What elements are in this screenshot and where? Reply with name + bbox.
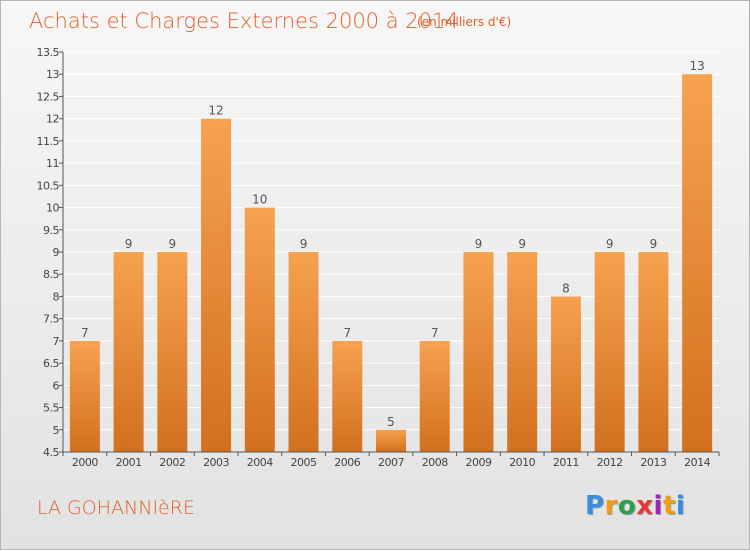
x-tick-label: 2008 — [422, 456, 448, 469]
proxiti-logo[interactable]: Proxiti — [585, 491, 685, 521]
bar — [507, 252, 538, 452]
x-tick-label: 2005 — [291, 456, 317, 469]
data-label: 9 — [606, 237, 614, 251]
bar — [682, 74, 713, 452]
y-tick-label: 7.5 — [43, 313, 59, 326]
data-label: 13 — [689, 59, 704, 73]
data-label: 12 — [208, 104, 223, 118]
x-tick-label: 2003 — [203, 456, 229, 469]
y-tick-label: 6.5 — [43, 357, 59, 370]
data-label: 9 — [300, 237, 308, 251]
x-tick-label: 2012 — [597, 456, 623, 469]
y-tick-label: 9 — [53, 246, 60, 259]
y-tick-label: 12 — [46, 113, 59, 126]
y-tick-label: 10.5 — [37, 179, 60, 192]
bar — [463, 252, 494, 452]
logo-letter: P — [585, 491, 605, 521]
x-tick-label: 2001 — [116, 456, 142, 469]
y-tick-label: 10 — [46, 202, 59, 215]
bar — [157, 252, 188, 452]
bar — [69, 340, 100, 452]
bar — [288, 252, 319, 452]
y-tick-label: 11 — [46, 157, 59, 170]
bar — [332, 340, 363, 452]
data-label: 7 — [431, 326, 439, 340]
x-tick-label: 2010 — [509, 456, 535, 469]
bar — [594, 252, 625, 452]
y-tick-label: 5 — [53, 424, 60, 437]
y-tick-label: 7 — [53, 335, 60, 348]
bar — [201, 118, 232, 453]
data-label: 10 — [252, 193, 267, 207]
y-tick-label: 11.5 — [37, 135, 60, 148]
bar — [550, 296, 581, 452]
x-tick-label: 2000 — [72, 456, 98, 469]
data-label: 9 — [169, 237, 177, 251]
y-tick-label: 9.5 — [43, 224, 59, 237]
data-label: 7 — [343, 326, 351, 340]
bar — [376, 429, 406, 452]
logo-letter: o — [617, 491, 637, 521]
data-label: 8 — [562, 281, 570, 295]
data-label: 9 — [475, 237, 483, 251]
logo-letter: x — [636, 491, 654, 521]
logo-letter: i — [653, 491, 663, 521]
y-tick-label: 8 — [53, 290, 60, 303]
y-tick-label: 5.5 — [43, 402, 59, 415]
data-label: 9 — [650, 237, 658, 251]
x-tick-label: 2009 — [465, 456, 491, 469]
data-label: 7 — [81, 326, 89, 340]
logo-letter: t — [662, 491, 676, 521]
commune-name: LA GOHANNIèRE — [37, 497, 195, 519]
x-tick-label: 2007 — [378, 456, 404, 469]
x-tick-label: 2002 — [159, 456, 185, 469]
y-tick-label: 13.5 — [37, 46, 60, 59]
x-tick-label: 2011 — [553, 456, 579, 469]
x-tick-label: 2014 — [684, 456, 710, 469]
data-label: 9 — [125, 237, 133, 251]
chart-title: Achats et Charges Externes 2000 à 2014 — [29, 9, 459, 33]
x-tick-label: 2004 — [247, 456, 273, 469]
bar — [638, 252, 669, 452]
logo-letter: r — [604, 491, 618, 521]
y-tick-label: 6 — [53, 379, 60, 392]
x-tick-label: 2006 — [334, 456, 360, 469]
y-tick-label: 4.5 — [43, 446, 59, 459]
y-tick-label: 12.5 — [37, 90, 60, 103]
y-tick-label: 13 — [46, 68, 59, 81]
y-tick-label: 8.5 — [43, 268, 59, 281]
data-label: 9 — [518, 237, 526, 251]
chart-subtitle: (en milliers d'€) — [417, 15, 512, 29]
bar — [113, 252, 144, 452]
logo-letter: i — [675, 491, 686, 521]
data-label: 5 — [387, 415, 395, 429]
x-tick-label: 2013 — [640, 456, 666, 469]
bar — [419, 340, 450, 452]
bar — [244, 207, 275, 452]
